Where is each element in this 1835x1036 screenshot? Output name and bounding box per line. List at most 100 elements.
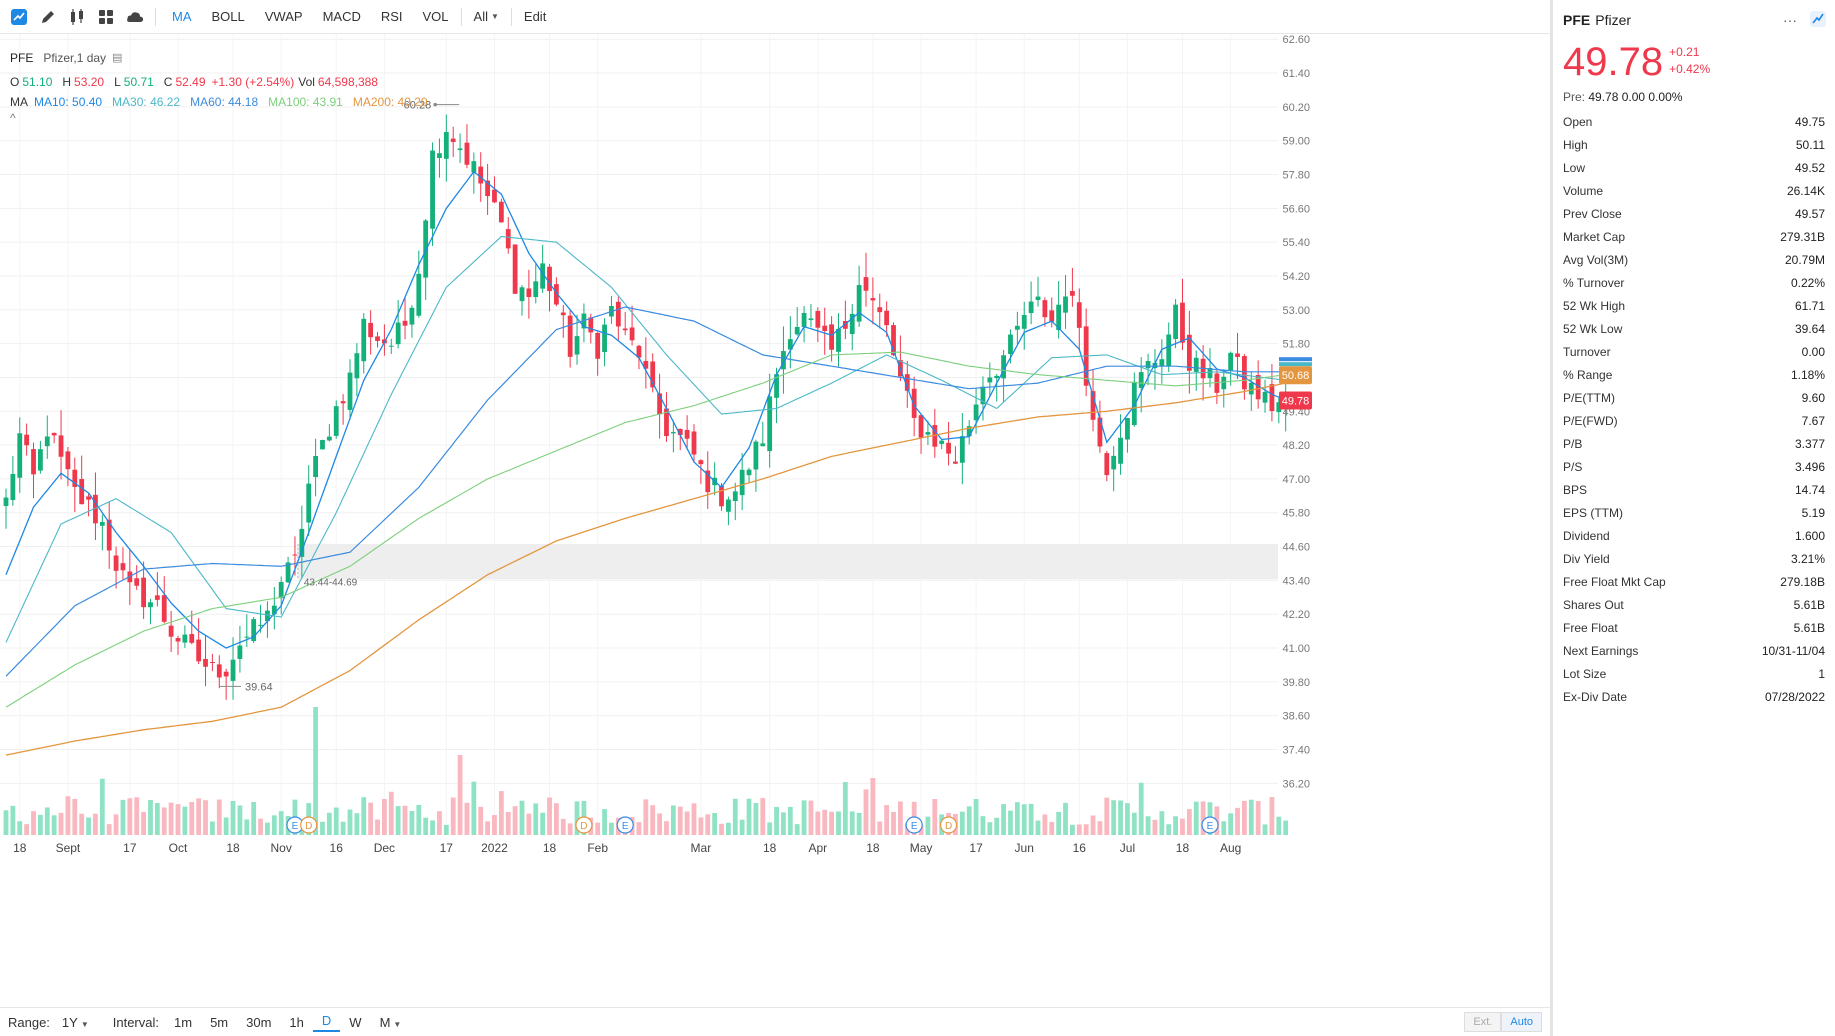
- x-tick-label: Mar: [691, 841, 712, 855]
- volume-bar: [354, 813, 360, 835]
- interval-m-dropdown[interactable]: M ▼: [371, 1015, 411, 1030]
- more-options-icon[interactable]: ···: [1783, 12, 1797, 28]
- volume-bar: [1269, 797, 1275, 835]
- candle-body: [409, 307, 415, 325]
- legend-high-key: H: [62, 75, 72, 89]
- indicator-vol-button[interactable]: VOL: [422, 9, 449, 24]
- candle-body: [636, 345, 642, 358]
- stat-label: Prev Close: [1563, 206, 1622, 221]
- pre-label: Pre:: [1563, 90, 1586, 104]
- volume-bar: [808, 800, 814, 835]
- x-tick-label: Oct: [169, 841, 188, 855]
- chart-type-icon[interactable]: [9, 7, 29, 27]
- interval-5m[interactable]: 5m: [210, 1014, 229, 1030]
- layout-grid-icon[interactable]: [96, 7, 116, 27]
- candlestick-chart[interactable]: 62.60 61.40 60.20 59.00 57.80 56.60 55.40 54.20…: [0, 34, 1550, 1002]
- volume-bar: [1097, 821, 1103, 835]
- interval-30m[interactable]: 30m: [246, 1014, 272, 1030]
- interval-1m[interactable]: 1m: [174, 1014, 193, 1030]
- edit-button[interactable]: Edit: [523, 9, 547, 24]
- volume-bar: [1283, 820, 1289, 835]
- candle-body: [244, 636, 250, 638]
- legend-vol-key: Vol: [298, 75, 315, 89]
- event-marker[interactable]: [905, 816, 923, 834]
- candle-body: [1042, 300, 1048, 318]
- candle-body: [650, 361, 656, 388]
- legend-ma100: MA100: 43.91: [268, 95, 343, 109]
- candle-body: [863, 277, 869, 291]
- event-marker-label: D: [945, 821, 952, 832]
- event-marker-label: D: [580, 821, 587, 832]
- interval-w[interactable]: W: [349, 1014, 362, 1030]
- indicator-ma-button[interactable]: MA: [172, 9, 192, 24]
- candle-body: [664, 408, 669, 437]
- interval-1h[interactable]: 1h: [289, 1014, 304, 1030]
- candle-body: [719, 485, 724, 507]
- ext-toggle[interactable]: Ext.: [1464, 1012, 1502, 1032]
- indicator-boll-button[interactable]: BOLL: [211, 9, 245, 24]
- cloud-icon[interactable]: [125, 7, 145, 27]
- x-tick-label: Feb: [587, 841, 608, 855]
- volume-bar: [271, 815, 277, 835]
- volume-bar: [829, 811, 834, 835]
- candle-body: [1001, 355, 1006, 379]
- event-marker[interactable]: [616, 816, 634, 834]
- volume-bar: [113, 814, 119, 835]
- candle-body: [781, 351, 786, 370]
- candle-body: [705, 470, 711, 493]
- y-tick-label: 38.60: [1282, 711, 1310, 723]
- price-tag-label: 49.78: [1282, 396, 1310, 408]
- volume-bar: [196, 798, 202, 835]
- pre-value: 49.78 0.00 0.00%: [1588, 90, 1683, 104]
- chart-area[interactable]: 62.60 61.40 60.20 59.00 57.80 56.60 55.40 54.20…: [0, 34, 1550, 1002]
- volume-bar: [533, 803, 539, 835]
- volume-bar: [1276, 816, 1282, 835]
- y-tick-label: 62.60: [1282, 34, 1310, 46]
- candle-body: [106, 519, 112, 551]
- stat-value: 61.71: [1794, 298, 1825, 313]
- candle-body: [492, 189, 497, 203]
- candle-body: [423, 220, 429, 278]
- volume-bar: [58, 812, 64, 835]
- indicator-macd-button[interactable]: MACD: [322, 9, 361, 24]
- stat-label: BPS: [1563, 482, 1588, 497]
- event-marker[interactable]: [1201, 816, 1219, 834]
- price-tag-ma30: [1279, 362, 1312, 367]
- event-marker[interactable]: [939, 816, 958, 834]
- gap-zone: [297, 544, 1279, 580]
- volume-bar: [134, 797, 140, 835]
- volume-bar: [1228, 813, 1234, 835]
- stat-value: 20.79M: [1784, 252, 1825, 267]
- legend-info-icon[interactable]: ▤: [112, 52, 123, 64]
- candle-body: [732, 491, 738, 502]
- volume-bar: [1028, 803, 1034, 835]
- volume-bar: [684, 811, 690, 835]
- quote-name: Pfizer: [1595, 12, 1632, 28]
- event-marker[interactable]: [575, 816, 593, 834]
- candles-icon[interactable]: [67, 7, 87, 27]
- candle-body: [746, 469, 752, 476]
- candle-body: [161, 595, 167, 622]
- candle-body: [925, 432, 931, 435]
- stat-row: P/S 3.496: [1553, 455, 1835, 478]
- all-indicators-dropdown[interactable]: All ▼: [464, 9, 509, 24]
- range-dropdown[interactable]: 1Y ▼: [50, 1015, 105, 1030]
- stat-value: 3.21%: [1790, 551, 1825, 566]
- legend-collapse-icon[interactable]: ^: [10, 111, 16, 125]
- candle-body: [836, 328, 841, 352]
- draw-pencil-icon[interactable]: [38, 7, 58, 27]
- interval-d[interactable]: D: [312, 1013, 341, 1032]
- event-marker[interactable]: [300, 816, 318, 834]
- volume-bar: [540, 812, 546, 835]
- auto-toggle[interactable]: Auto: [1501, 1012, 1542, 1032]
- mini-chart-icon[interactable]: [1809, 10, 1827, 28]
- candle-body: [1118, 437, 1123, 464]
- volume-bar: [726, 822, 731, 835]
- candle-body: [375, 336, 380, 341]
- pre-market: Pre: 49.78 0.00 0.00%: [1553, 90, 1835, 104]
- indicator-vwap-button[interactable]: VWAP: [264, 9, 303, 24]
- volume-bar: [1173, 816, 1178, 835]
- volume-bar: [760, 798, 766, 835]
- volume-bar: [161, 807, 167, 835]
- indicator-rsi-button[interactable]: RSI: [380, 9, 403, 24]
